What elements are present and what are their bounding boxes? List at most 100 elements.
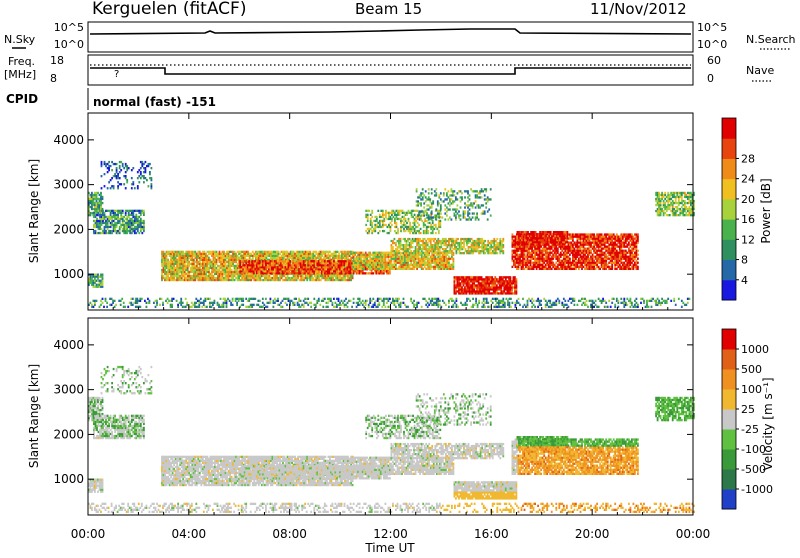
echo-cell <box>400 240 402 242</box>
echo-cell <box>188 265 190 267</box>
echo-cell <box>288 266 290 268</box>
echo-cell <box>359 266 361 268</box>
echo-cell <box>98 210 100 212</box>
echo-cell <box>126 169 128 171</box>
echo-cell <box>312 262 314 264</box>
echo-cell <box>102 274 104 276</box>
echo-cell <box>418 250 420 252</box>
echo-cell <box>311 253 313 255</box>
echo-cell <box>493 278 495 280</box>
echo-cell <box>455 292 457 294</box>
echo-cell <box>138 232 140 234</box>
echo-cell <box>359 258 361 260</box>
echo-cell <box>418 242 420 244</box>
echo-cell <box>202 271 204 273</box>
echo-cell <box>473 288 475 290</box>
echo-cell <box>178 257 180 259</box>
echo-cell <box>129 224 131 226</box>
echo-cell <box>219 269 221 271</box>
echo-cell <box>107 171 109 173</box>
echo-cell <box>238 257 240 259</box>
echo-cell <box>119 228 121 230</box>
echo-cell <box>318 270 320 272</box>
echo-cell <box>347 255 349 257</box>
echo-cell <box>178 269 180 271</box>
echo-cell <box>276 270 278 272</box>
echo-cell <box>94 204 96 206</box>
echo-cell <box>129 226 131 228</box>
echo-cell <box>129 222 131 224</box>
echo-cell <box>238 279 240 281</box>
echo-cell <box>409 266 411 268</box>
echo-cell <box>578 266 580 268</box>
echo-cell <box>190 275 192 277</box>
echo-cell <box>463 284 465 286</box>
echo-cell <box>395 250 397 252</box>
echo-cell <box>125 177 127 179</box>
nave-label: Nave <box>746 64 774 77</box>
echo-cell <box>516 286 518 288</box>
echo-cell <box>94 274 96 276</box>
echo-cell <box>369 252 371 254</box>
echo-cell <box>117 232 119 234</box>
echo-cell <box>324 260 326 262</box>
echo-cell <box>91 206 93 208</box>
echo-cell <box>262 257 264 259</box>
echo-cell <box>161 279 163 281</box>
echo-cell <box>291 264 293 266</box>
echo-cell <box>262 251 264 253</box>
echo-cell <box>578 246 580 248</box>
echo-cell <box>94 198 96 200</box>
echo-cell <box>480 252 482 254</box>
echo-cell <box>442 252 444 254</box>
echo-cell <box>457 286 459 288</box>
echo-cell <box>502 252 504 254</box>
echo-cell <box>190 263 192 265</box>
echo-cell <box>371 260 373 262</box>
echo-cell <box>199 267 201 269</box>
echo-cell <box>166 279 168 281</box>
echo-cell <box>434 256 436 258</box>
echo-cell <box>141 175 143 177</box>
echo-cell <box>419 246 421 248</box>
echo-cell <box>581 264 583 266</box>
echo-cell <box>445 256 447 258</box>
echo-cell <box>354 254 356 256</box>
echo-cell <box>388 264 390 266</box>
echo-cell <box>410 250 412 252</box>
echo-cell <box>502 250 504 252</box>
echo-cell <box>353 256 355 258</box>
echo-cell <box>107 187 109 189</box>
echo-cell <box>111 169 113 171</box>
echo-cell <box>502 278 504 280</box>
echo-cell <box>274 264 276 266</box>
echo-cell <box>457 238 459 240</box>
echo-cell <box>132 224 134 226</box>
echo-cell <box>341 266 343 268</box>
echo-cell <box>492 252 494 254</box>
echo-cell <box>335 279 337 281</box>
echo-cell <box>505 286 507 288</box>
echo-cell <box>335 253 337 255</box>
echo-cell <box>119 171 121 173</box>
echo-cell <box>214 251 216 253</box>
echo-cell <box>383 252 385 254</box>
echo-cell <box>128 216 130 218</box>
echo-cell <box>566 258 568 260</box>
echo-cell <box>425 240 427 242</box>
echo-cell <box>239 264 241 266</box>
echo-cell <box>481 280 483 282</box>
echo-cell <box>583 246 585 248</box>
echo-cell <box>216 263 218 265</box>
echo-cell <box>116 224 118 226</box>
echo-cell <box>468 252 470 254</box>
echo-cell <box>448 242 450 244</box>
echo-cell <box>443 258 445 260</box>
echo-cell <box>110 226 112 228</box>
echo-cell <box>518 246 520 248</box>
nsearch-label: N.Search <box>746 33 796 46</box>
echo-cell <box>385 260 387 262</box>
echo-cell <box>143 175 145 177</box>
echo-cell <box>359 252 361 254</box>
echo-cell <box>551 260 553 262</box>
